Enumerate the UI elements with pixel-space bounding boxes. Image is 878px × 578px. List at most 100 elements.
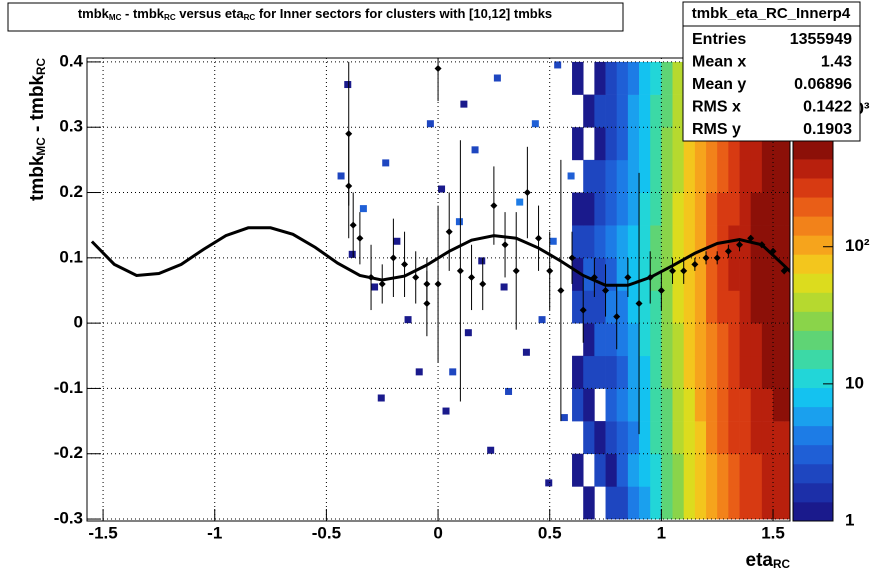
cell — [706, 127, 718, 161]
cell — [773, 486, 785, 520]
colorbar-step — [793, 254, 833, 274]
cell — [605, 290, 618, 324]
cell — [717, 388, 729, 422]
profile-point — [736, 241, 744, 249]
profile-point — [624, 273, 632, 281]
y-tick-label: 0 — [74, 313, 83, 332]
cell — [694, 127, 707, 161]
cell — [739, 192, 751, 226]
cell — [572, 225, 584, 259]
cell — [683, 421, 696, 455]
cell — [639, 192, 651, 226]
cell — [694, 225, 707, 259]
profile-point — [590, 273, 598, 281]
cell — [404, 316, 412, 324]
cell — [750, 453, 763, 487]
profile-point — [349, 221, 357, 229]
cell — [750, 355, 763, 389]
profile-point — [378, 280, 386, 288]
cell — [605, 323, 618, 357]
cell — [683, 290, 696, 324]
chart-title: tmbkMC - tmbkRC versus etaRC for Inner s… — [78, 6, 552, 21]
cell — [750, 323, 763, 357]
profile-point — [691, 260, 699, 268]
profile-point — [434, 280, 442, 288]
cell — [739, 355, 751, 389]
cell — [672, 127, 685, 161]
cell — [717, 421, 729, 455]
text-part: eta — [746, 550, 774, 571]
cell — [773, 127, 785, 161]
stats-key: RMS y — [692, 121, 741, 138]
text-part: - tmbk — [121, 6, 164, 21]
cell — [545, 479, 553, 487]
cell — [672, 323, 685, 357]
cell — [761, 323, 774, 357]
cell — [661, 290, 673, 324]
cell — [594, 453, 606, 487]
cell — [538, 316, 546, 324]
cell — [594, 257, 606, 291]
cell — [706, 421, 718, 455]
cell — [583, 486, 595, 520]
cell — [522, 348, 530, 356]
cell — [661, 388, 673, 422]
stats-value: 0.1422 — [803, 99, 852, 116]
cell — [683, 127, 696, 161]
cell — [672, 290, 685, 324]
cell — [639, 421, 651, 455]
cell — [572, 355, 584, 389]
cell — [455, 218, 463, 226]
cell — [650, 159, 662, 193]
stats-key: Entries — [692, 31, 746, 48]
cell — [572, 290, 584, 324]
cell — [616, 127, 629, 161]
cell — [639, 355, 651, 389]
cell — [728, 453, 740, 487]
cell — [616, 388, 629, 422]
cell — [694, 486, 707, 520]
colorbar-step — [793, 311, 833, 331]
cell — [650, 225, 662, 259]
cell — [761, 290, 774, 324]
profile-point — [345, 182, 353, 190]
labels: -1.5 -1 -0.5 0 0.5 1 1.5 -0.3 -0.2 -0.1 0 0.1 0.2 0.3… — [7, 1, 870, 571]
cell — [627, 225, 640, 259]
y-tick-label: -0.2 — [54, 443, 83, 462]
cell — [627, 486, 640, 520]
colorbar-step — [793, 368, 833, 389]
cell — [560, 414, 568, 422]
cell — [683, 192, 696, 226]
cell — [572, 192, 584, 226]
cell — [717, 192, 729, 226]
cell — [739, 127, 751, 161]
cell — [761, 421, 774, 455]
cell — [442, 407, 450, 415]
cell — [627, 192, 640, 226]
subscript: MC — [109, 13, 122, 22]
cell — [728, 159, 740, 193]
profile-point — [747, 234, 755, 242]
stats-key: Mean y — [692, 76, 746, 93]
cell — [627, 355, 640, 389]
cell — [627, 323, 640, 357]
profile-point — [389, 254, 397, 262]
cell — [583, 94, 595, 128]
colorbar-step — [793, 349, 833, 369]
cell — [605, 225, 618, 259]
cell — [706, 323, 718, 357]
cell — [616, 486, 629, 520]
cell — [487, 446, 495, 454]
cell — [605, 486, 618, 520]
profile-point — [568, 254, 576, 262]
profile-point — [512, 267, 520, 275]
cell — [773, 323, 785, 357]
cell — [761, 127, 774, 161]
overlay — [90, 58, 790, 435]
cell — [683, 486, 696, 520]
cell — [717, 159, 729, 193]
cell — [683, 225, 696, 259]
cell — [761, 355, 774, 389]
subscript: RC — [164, 13, 176, 22]
cell — [583, 421, 595, 455]
